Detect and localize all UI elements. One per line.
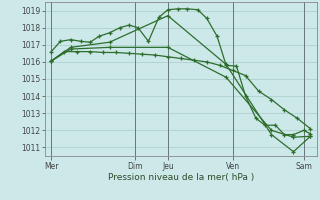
X-axis label: Pression niveau de la mer( hPa ): Pression niveau de la mer( hPa ) — [108, 173, 254, 182]
